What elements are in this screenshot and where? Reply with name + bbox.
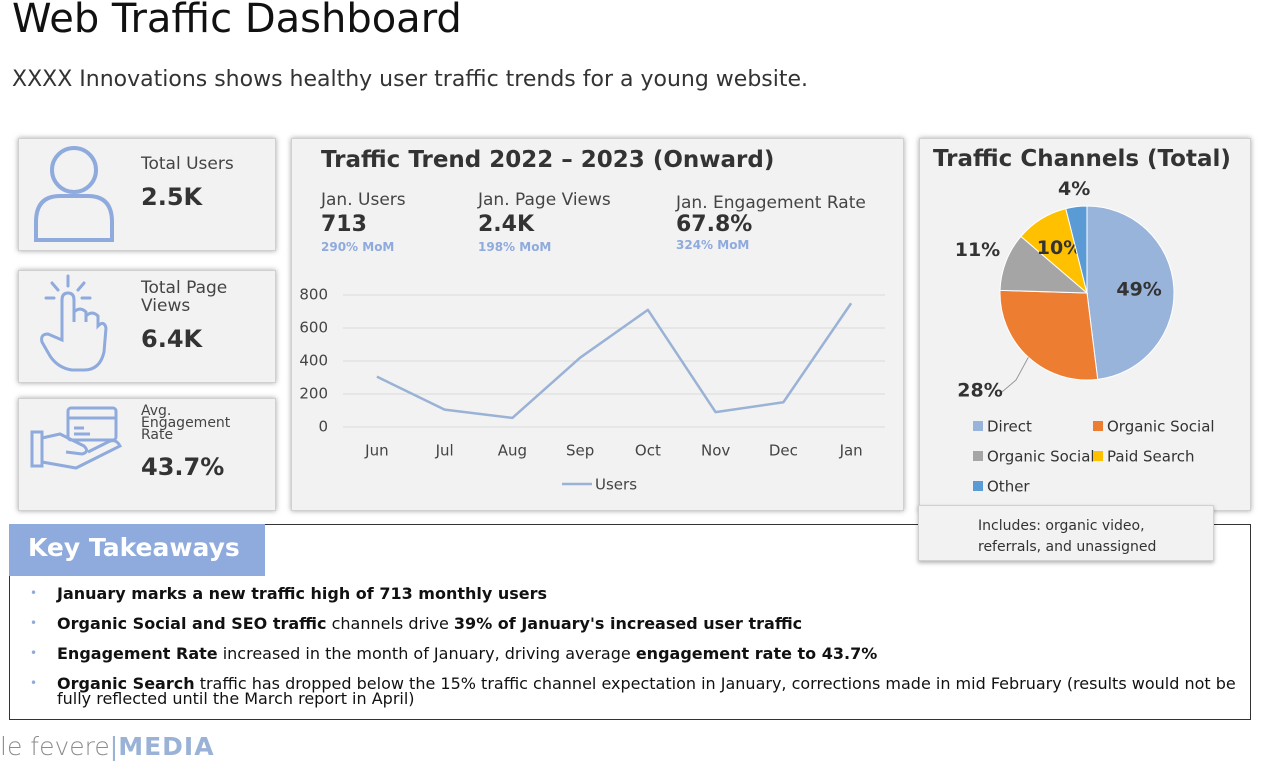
stat-label: Jan. Engagement Rate: [676, 193, 866, 213]
kpi-card: Total Page Views 6.4K: [18, 270, 276, 383]
divider: |: [109, 732, 119, 761]
bullet-dot: •: [30, 616, 38, 630]
bullet: January marks a new traffic high of 713 …: [57, 584, 1237, 603]
kpi-label: Total Page Views: [141, 278, 228, 316]
takeaways-header: Key Takeaways: [9, 524, 265, 576]
note-box: Includes: organic video, referrals, and …: [918, 505, 1214, 561]
stat-change: 324% MoM: [676, 238, 750, 252]
bullet-text: January marks a new traffic high of 713 …: [57, 584, 548, 603]
note: Includes: organic video, referrals, and …: [978, 518, 1157, 555]
bullet: Engagement Rate increased in the month o…: [57, 644, 1237, 663]
trend-panel: Traffic Trend 2022 – 2023 (Onward) Jan. …: [291, 138, 904, 511]
bullet-text: 39% of January's increased user traffic: [453, 614, 803, 633]
kpi-value: 6.4K: [141, 325, 203, 353]
bullet-text: increased in the month of January, drivi…: [217, 644, 636, 663]
takeaways-title: Key Takeaways: [28, 533, 240, 562]
bullet-dot: •: [30, 586, 38, 600]
stat-change: 198% MoM: [478, 240, 552, 254]
bullet-text: channels drive: [326, 614, 454, 633]
bullet-text: Organic Search: [57, 674, 195, 693]
stat-label: Jan. Page Views: [478, 190, 611, 210]
kpi-card: Total Users 2.5K: [18, 138, 276, 251]
kpi-label: Avg. Engagement Rate: [141, 403, 231, 443]
stat-change: 290% MoM: [321, 240, 395, 254]
stat-value: 67.8%: [676, 212, 753, 237]
title: Web Traffic Dashboard: [12, 0, 462, 42]
panel-title: Traffic Channels (Total): [933, 146, 1231, 172]
bullet-text: traffic has dropped below the 15% traffi…: [57, 674, 1236, 708]
bullet: Organic Search traffic has dropped below…: [57, 674, 1237, 708]
footer: le fevere|MEDIA: [0, 732, 215, 761]
kpi-label: Total Users: [141, 154, 234, 174]
brand: le fevere: [0, 732, 110, 761]
pie-panel: Traffic Channels (Total): [919, 138, 1251, 511]
bullet-dot: •: [30, 676, 38, 690]
subtitle: XXXX Innovations shows healthy user traf…: [12, 67, 809, 92]
stat-value: 713: [321, 212, 367, 237]
takeaways-box: [9, 524, 1251, 720]
kpi-value: 2.5K: [141, 183, 203, 211]
bullet-text: Organic Social and SEO traffic: [57, 614, 327, 633]
stat-value: 2.4K: [478, 212, 535, 237]
bullet: Organic Social and SEO traffic channels …: [57, 614, 1237, 633]
bullet-dot: •: [30, 646, 38, 660]
brand-bold: MEDIA: [118, 732, 215, 761]
bullet-text: engagement rate to 43.7%: [635, 644, 878, 663]
panel-title: Traffic Trend 2022 – 2023 (Onward): [321, 147, 775, 173]
bullet-text: Engagement Rate: [57, 644, 218, 663]
stat-label: Jan. Users: [321, 190, 406, 210]
kpi-value: 43.7%: [141, 453, 225, 481]
kpi-card: Avg. Engagement Rate 43.7%: [18, 398, 276, 511]
